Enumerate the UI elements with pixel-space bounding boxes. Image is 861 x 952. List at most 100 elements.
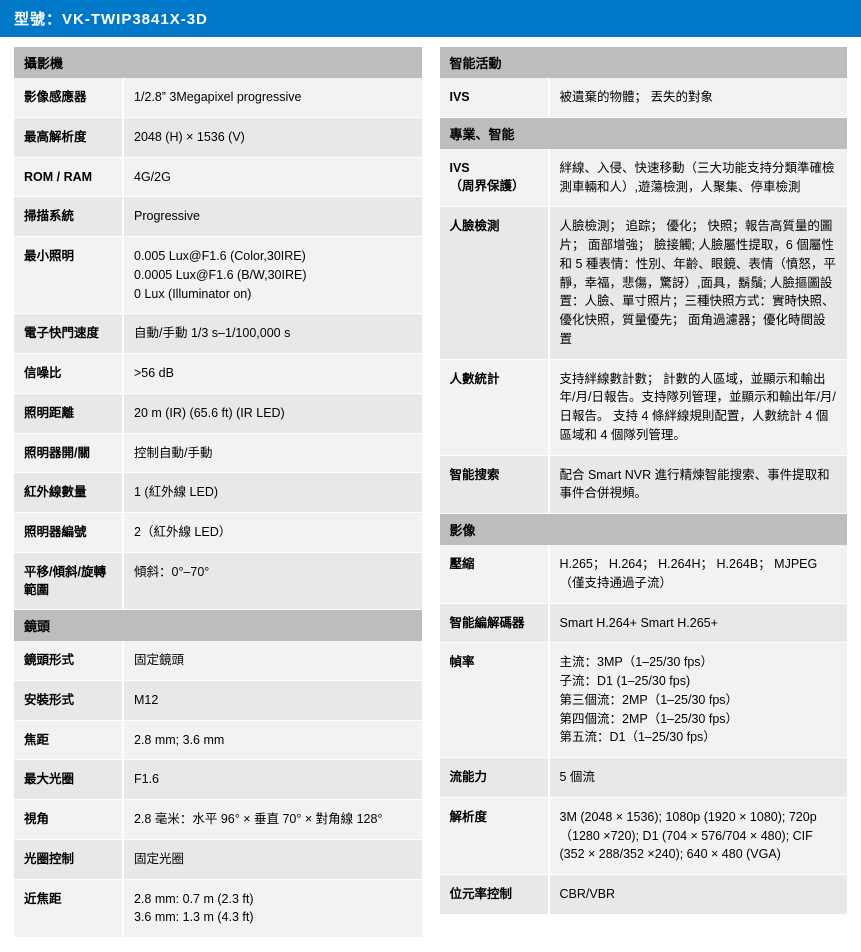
spec-key: 照明距離 xyxy=(14,394,124,433)
spec-value: M12 xyxy=(124,681,422,720)
spec-key: 平移/傾斜/旋轉範圍 xyxy=(14,553,124,609)
spec-key: 位元率控制 xyxy=(440,875,550,914)
model-header: 型號：VK-TWIP3841X-3D xyxy=(0,0,861,37)
spec-columns: 攝影機影像感應器1/2.8” 3Megapixel progressive最高解… xyxy=(0,37,861,952)
spec-row: 流能力5 個流 xyxy=(440,758,848,798)
section-header: 智能活動 xyxy=(440,47,848,78)
spec-value: 支持絆線數計數； 計數的人區域，並顯示和輸出年/月/日報告。支持隊列管理，並顯示… xyxy=(550,360,848,455)
spec-key: 信噪比 xyxy=(14,354,124,393)
spec-key: 流能力 xyxy=(440,758,550,797)
spec-row: 近焦距2.8 mm: 0.7 m (2.3 ft)3.6 mm: 1.3 m (… xyxy=(14,880,422,939)
spec-value: 被遺棄的物體； 丟失的對象 xyxy=(550,78,848,117)
section-header: 影像 xyxy=(440,514,848,545)
spec-row: 焦距2.8 mm; 3.6 mm xyxy=(14,721,422,761)
spec-value: 絆線、入侵、快速移動（三大功能支持分類準確檢測車輛和人）,遊蕩檢測，人聚集、停車… xyxy=(550,149,848,207)
spec-value: 2.8 毫米：水平 96° × 垂直 70° × 對角線 128° xyxy=(124,800,422,839)
spec-key: 掃描系統 xyxy=(14,197,124,236)
spec-row: 影像感應器1/2.8” 3Megapixel progressive xyxy=(14,78,422,118)
spec-row: 最大光圈F1.6 xyxy=(14,760,422,800)
spec-row: 幀率主流：3MP（1–25/30 fps）子流：D1 (1–25/30 fps)… xyxy=(440,643,848,758)
spec-row: 光圈控制固定光圈 xyxy=(14,840,422,880)
section-header: 鏡頭 xyxy=(14,610,422,641)
spec-value: 主流：3MP（1–25/30 fps）子流：D1 (1–25/30 fps)第三… xyxy=(550,643,848,757)
spec-row: 信噪比>56 dB xyxy=(14,354,422,394)
spec-value: 1 (紅外線 LED) xyxy=(124,473,422,512)
spec-row: IVS（周界保護）絆線、入侵、快速移動（三大功能支持分類準確檢測車輛和人）,遊蕩… xyxy=(440,149,848,208)
spec-row: 人數統計支持絆線數計數； 計數的人區域，並顯示和輸出年/月/日報告。支持隊列管理… xyxy=(440,360,848,456)
spec-row: 紅外線數量1 (紅外線 LED) xyxy=(14,473,422,513)
model-prefix: 型號： xyxy=(14,11,62,28)
spec-row: IVS被遺棄的物體； 丟失的對象 xyxy=(440,78,848,118)
spec-value: 0.005 Lux@F1.6 (Color,30IRE)0.0005 Lux@F… xyxy=(124,237,422,313)
spec-key: 近焦距 xyxy=(14,880,124,938)
section-header: 專業、智能 xyxy=(440,118,848,149)
section-header: 攝影機 xyxy=(14,47,422,78)
spec-value: 傾斜：0°–70° xyxy=(124,553,422,609)
right-column: 智能活動IVS被遺棄的物體； 丟失的對象專業、智能IVS（周界保護）絆線、入侵、… xyxy=(440,47,848,915)
spec-row: 智能編解碼器Smart H.264+ Smart H.265+ xyxy=(440,604,848,644)
spec-key: IVS xyxy=(440,78,550,117)
spec-value: Smart H.264+ Smart H.265+ xyxy=(550,604,848,643)
spec-row: 視角2.8 毫米：水平 96° × 垂直 70° × 對角線 128° xyxy=(14,800,422,840)
spec-key: 智能編解碼器 xyxy=(440,604,550,643)
spec-row: 照明器開/關控制自動/手動 xyxy=(14,434,422,474)
spec-value: F1.6 xyxy=(124,760,422,799)
spec-row: 掃描系統Progressive xyxy=(14,197,422,237)
left-column: 攝影機影像感應器1/2.8” 3Megapixel progressive最高解… xyxy=(14,47,422,938)
spec-row: 最高解析度2048 (H) × 1536 (V) xyxy=(14,118,422,158)
spec-key: 鏡頭形式 xyxy=(14,641,124,680)
spec-row: ROM / RAM4G/2G xyxy=(14,158,422,198)
spec-row: 鏡頭形式固定鏡頭 xyxy=(14,641,422,681)
spec-row: 安裝形式M12 xyxy=(14,681,422,721)
model-number: VK-TWIP3841X-3D xyxy=(62,11,208,28)
spec-key: ROM / RAM xyxy=(14,158,124,197)
spec-row: 位元率控制CBR/VBR xyxy=(440,875,848,915)
spec-value: 2048 (H) × 1536 (V) xyxy=(124,118,422,157)
spec-key: 視角 xyxy=(14,800,124,839)
spec-value: CBR/VBR xyxy=(550,875,848,914)
spec-key: 安裝形式 xyxy=(14,681,124,720)
spec-value: 固定光圈 xyxy=(124,840,422,879)
spec-value: 3M (2048 × 1536); 1080p (1920 × 1080); 7… xyxy=(550,798,848,874)
spec-value: 2（紅外線 LED） xyxy=(124,513,422,552)
spec-value: 配合 Smart NVR 進行精煉智能搜索、事件提取和事件合併視頻。 xyxy=(550,456,848,514)
spec-row: 電子快門速度自動/手動 1/3 s–1/100,000 s xyxy=(14,314,422,354)
spec-key: 照明器編號 xyxy=(14,513,124,552)
spec-key: 焦距 xyxy=(14,721,124,760)
spec-key: IVS（周界保護） xyxy=(440,149,550,207)
spec-value: >56 dB xyxy=(124,354,422,393)
spec-value: 固定鏡頭 xyxy=(124,641,422,680)
spec-key: 最大光圈 xyxy=(14,760,124,799)
spec-key: 解析度 xyxy=(440,798,550,874)
spec-key: 最高解析度 xyxy=(14,118,124,157)
spec-key: 紅外線數量 xyxy=(14,473,124,512)
spec-key: 電子快門速度 xyxy=(14,314,124,353)
spec-value: 2.8 mm; 3.6 mm xyxy=(124,721,422,760)
spec-row: 解析度3M (2048 × 1536); 1080p (1920 × 1080)… xyxy=(440,798,848,875)
spec-key: 光圈控制 xyxy=(14,840,124,879)
spec-value: 4G/2G xyxy=(124,158,422,197)
spec-row: 平移/傾斜/旋轉範圍傾斜：0°–70° xyxy=(14,553,422,610)
spec-row: 智能搜索配合 Smart NVR 進行精煉智能搜索、事件提取和事件合併視頻。 xyxy=(440,456,848,515)
spec-value: 自動/手動 1/3 s–1/100,000 s xyxy=(124,314,422,353)
spec-value: 20 m (IR) (65.6 ft) (IR LED) xyxy=(124,394,422,433)
spec-key: 人臉檢測 xyxy=(440,207,550,358)
spec-key: 照明器開/關 xyxy=(14,434,124,473)
spec-row: 壓縮H.265； H.264； H.264H； H.264B； MJPEG（僅支… xyxy=(440,545,848,604)
spec-key: 智能搜索 xyxy=(440,456,550,514)
spec-row: 照明器編號2（紅外線 LED） xyxy=(14,513,422,553)
spec-value: 人臉檢測； 追踪； 優化； 快照；報告高質量的圖片； 面部增強； 臉接觸; 人臉… xyxy=(550,207,848,358)
spec-row: 最小照明0.005 Lux@F1.6 (Color,30IRE)0.0005 L… xyxy=(14,237,422,314)
spec-value: 1/2.8” 3Megapixel progressive xyxy=(124,78,422,117)
spec-value: H.265； H.264； H.264H； H.264B； MJPEG（僅支持通… xyxy=(550,545,848,603)
spec-value: 5 個流 xyxy=(550,758,848,797)
spec-row: 照明距離20 m (IR) (65.6 ft) (IR LED) xyxy=(14,394,422,434)
spec-key: 幀率 xyxy=(440,643,550,757)
spec-key: 人數統計 xyxy=(440,360,550,455)
spec-value: 控制自動/手動 xyxy=(124,434,422,473)
spec-row: 人臉檢測人臉檢測； 追踪； 優化； 快照；報告高質量的圖片； 面部增強； 臉接觸… xyxy=(440,207,848,359)
spec-value: 2.8 mm: 0.7 m (2.3 ft)3.6 mm: 1.3 m (4.3… xyxy=(124,880,422,938)
spec-key: 最小照明 xyxy=(14,237,124,313)
spec-key: 影像感應器 xyxy=(14,78,124,117)
spec-key: 壓縮 xyxy=(440,545,550,603)
